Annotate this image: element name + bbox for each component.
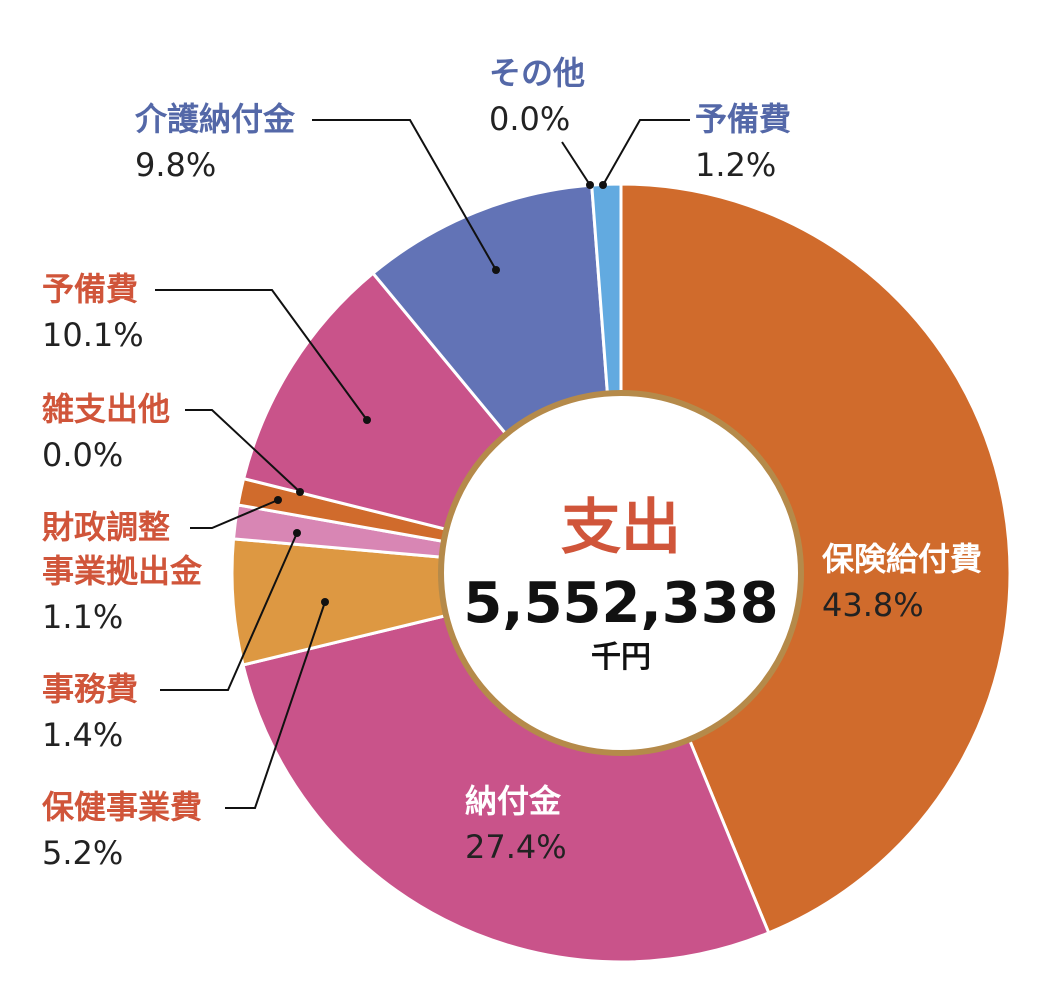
leader-dot-8 — [586, 181, 594, 189]
slice-pct-9: 1.2% — [695, 146, 776, 184]
leader-line-8 — [561, 141, 591, 186]
slice-pct-3: 1.4% — [42, 716, 123, 754]
leader-dot-6 — [363, 416, 371, 424]
center-title: 支出 — [561, 493, 681, 563]
leader-dot-4 — [274, 496, 282, 504]
slice-label-4: 財政調整 — [42, 508, 170, 546]
slices — [230, 182, 1012, 964]
slice-label-2: 保健事業費 — [42, 788, 202, 826]
slice-label2-4: 事業拠出金 — [42, 552, 203, 590]
leader-dot-3 — [293, 529, 301, 537]
slice-pct-0: 43.8% — [822, 586, 924, 624]
leader-line-4 — [190, 499, 279, 529]
slice-pct-8: 0.0% — [489, 100, 570, 138]
center-circle — [438, 390, 804, 756]
slice-label-9: 予備費 — [695, 100, 791, 138]
leader-dot-5 — [296, 488, 304, 496]
leader-lines — [155, 119, 690, 809]
slice-pct-5: 0.0% — [42, 436, 123, 474]
leader-line-3 — [160, 532, 298, 691]
slice-label-1: 納付金 — [465, 782, 562, 820]
slice-label-0: 保険給付費 — [822, 540, 982, 578]
slice-pct-4: 1.1% — [42, 598, 123, 636]
slice-pct-7: 9.8% — [135, 146, 216, 184]
slice-label-3: 事務費 — [42, 670, 138, 708]
slice-pct-1: 27.4% — [465, 828, 567, 866]
leader-dot-9 — [599, 181, 607, 189]
slice-label-5: 雑支出他 — [41, 390, 170, 428]
slice-pct-2: 5.2% — [42, 834, 123, 872]
leader-line-6 — [155, 289, 368, 421]
leader-dot-2 — [321, 598, 329, 606]
leader-line-9 — [602, 119, 690, 186]
center-unit: 千円 — [591, 640, 651, 675]
slice-label-6: 予備費 — [42, 270, 138, 308]
center-value: 5,552,338 — [463, 571, 778, 636]
slice-pct-6: 10.1% — [42, 316, 144, 354]
leader-dot-7 — [492, 266, 500, 274]
leader-line-7 — [312, 119, 497, 271]
slice-label-7: 介護納付金 — [134, 100, 296, 138]
leader-line-2 — [225, 601, 326, 809]
slice-label-8: その他 — [489, 54, 585, 92]
leader-line-5 — [185, 409, 301, 493]
slice-labels: 保険給付費 43.8% 納付金 27.4% 保健事業費 5.2% 事務費 1.4% 財政調整事業… — [41, 54, 982, 872]
